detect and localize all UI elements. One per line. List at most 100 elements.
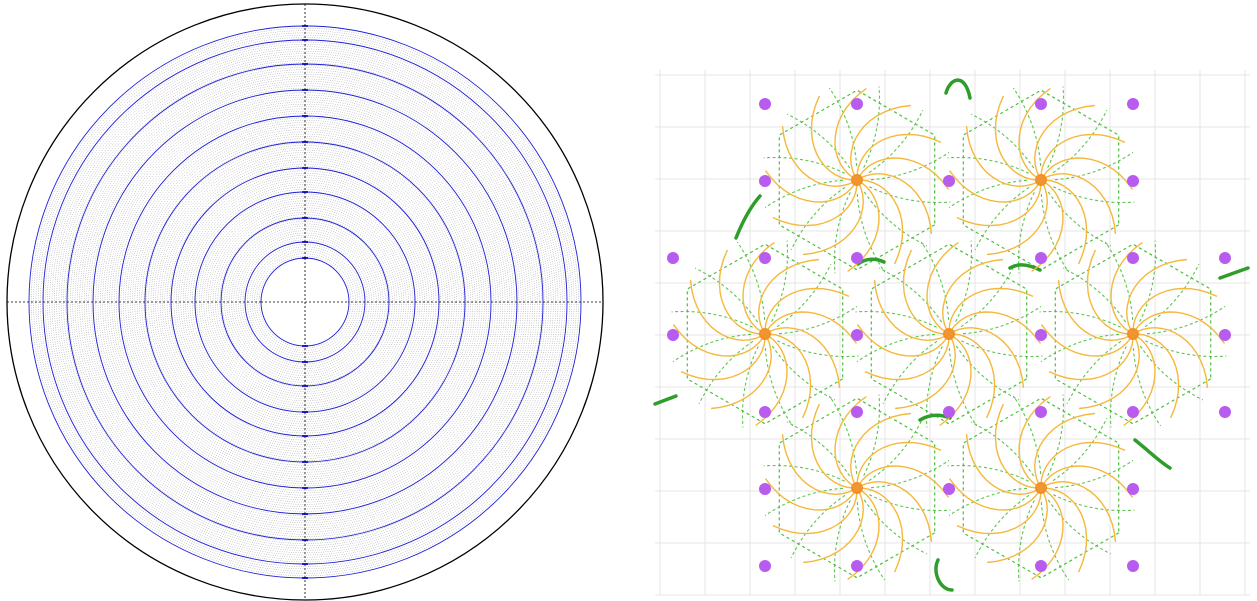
spiral-arm xyxy=(956,183,1042,227)
spiral-arm xyxy=(718,249,762,335)
mesh-curve xyxy=(974,494,1030,559)
spiral-arm xyxy=(1123,335,1156,427)
mesh-curve xyxy=(1104,241,1134,321)
purple-node xyxy=(1127,560,1139,572)
mesh-curve xyxy=(1144,263,1200,328)
mesh-curve xyxy=(741,346,759,428)
dotted-ring xyxy=(143,140,467,464)
spiral-arm xyxy=(689,280,762,342)
spiral-arm xyxy=(948,170,1040,203)
purple-node xyxy=(759,98,771,110)
spiral-arm xyxy=(1033,412,1095,485)
mesh-curve xyxy=(855,310,937,328)
spiral-arm xyxy=(987,491,1049,564)
mesh-curve xyxy=(1132,347,1162,427)
dotted-ring xyxy=(63,60,547,544)
spiral-arm xyxy=(1018,87,1051,179)
mesh-curve xyxy=(1109,346,1127,428)
spiral-arm xyxy=(803,183,865,256)
mesh-curve xyxy=(955,345,1020,401)
spiral-arm xyxy=(895,337,957,410)
spiral-hub xyxy=(943,328,955,340)
spiral-arm xyxy=(1110,241,1143,333)
mesh-curve xyxy=(1012,395,1042,475)
mesh-curve xyxy=(1053,494,1135,512)
mesh-curve xyxy=(1047,191,1112,247)
dotted-ring xyxy=(208,205,402,399)
dotted-ring xyxy=(182,179,428,425)
spiral-arm xyxy=(860,172,933,234)
spiral-arm xyxy=(987,183,1049,256)
spiral-arm xyxy=(1042,465,1134,498)
mesh-curve xyxy=(1012,87,1042,167)
mesh-curve xyxy=(763,464,845,482)
mesh-curve xyxy=(868,417,924,482)
mesh-curve xyxy=(955,240,973,322)
green-edge-band xyxy=(934,558,954,592)
purple-node xyxy=(667,329,679,341)
spiral-arm xyxy=(1040,441,1126,485)
spiral-arm xyxy=(847,181,880,273)
mesh-curve xyxy=(786,113,851,169)
purple-node xyxy=(851,252,863,264)
spiral-arm xyxy=(1132,287,1218,331)
mesh-curve xyxy=(1146,305,1226,335)
spiral-arm xyxy=(1048,337,1134,381)
spiral-arm xyxy=(1044,480,1117,542)
spiral-arm xyxy=(856,133,942,177)
spiral-arm xyxy=(768,326,841,388)
purple-node xyxy=(851,329,863,341)
mesh-curve xyxy=(763,156,845,174)
purple-node xyxy=(1219,329,1231,341)
spiral-arm xyxy=(860,179,904,265)
mesh-curve xyxy=(947,464,1029,482)
spiral-arm xyxy=(948,478,1040,511)
purple-node xyxy=(1035,560,1047,572)
spiral-arm xyxy=(1057,280,1130,342)
purple-node xyxy=(1127,252,1139,264)
purple-node xyxy=(1127,175,1139,187)
spiral-arm xyxy=(939,335,972,427)
green-edge-bands xyxy=(653,78,1250,592)
spiral-arm xyxy=(834,87,867,179)
mesh-curve xyxy=(694,267,759,323)
mesh-curve xyxy=(790,494,846,559)
spiral-arm xyxy=(1134,311,1226,344)
outer-boundary-circle xyxy=(6,3,604,601)
mesh-curve xyxy=(948,347,978,427)
mesh-curve xyxy=(1040,501,1070,581)
mesh-curve xyxy=(790,186,846,251)
mesh-curve xyxy=(1145,340,1227,358)
mesh-curve xyxy=(736,241,766,321)
dotted-ring xyxy=(79,76,531,528)
spiral-arm xyxy=(781,434,854,496)
spiral-arm xyxy=(847,489,880,581)
dotted-ring xyxy=(224,221,386,383)
green-edge-band xyxy=(944,78,972,100)
mesh-curve xyxy=(961,340,1043,358)
spiral-arm xyxy=(1042,157,1134,190)
mesh-curve xyxy=(970,113,1035,169)
purple-node xyxy=(943,175,955,187)
purple-node xyxy=(943,406,955,418)
mesh-curve xyxy=(1047,394,1065,476)
mesh-curve xyxy=(778,305,858,335)
mesh-curve xyxy=(878,267,943,323)
mesh-curve xyxy=(863,499,928,555)
mesh-curve xyxy=(764,347,794,427)
mesh-curve xyxy=(868,109,924,174)
spiral-arm xyxy=(1040,133,1126,177)
purple-node xyxy=(851,560,863,572)
mesh-curve xyxy=(828,87,858,167)
crosshair xyxy=(7,4,603,600)
dotted-ring xyxy=(164,161,446,443)
spiral-arm xyxy=(810,403,854,489)
spiral-arm xyxy=(1044,487,1088,573)
spiral-arm xyxy=(952,326,1025,388)
mesh-curve xyxy=(1047,499,1112,555)
spiral-arm xyxy=(1040,324,1132,357)
dotted-ring xyxy=(231,228,379,376)
mesh-curve xyxy=(948,487,1028,517)
green-edge-band xyxy=(1133,438,1172,470)
